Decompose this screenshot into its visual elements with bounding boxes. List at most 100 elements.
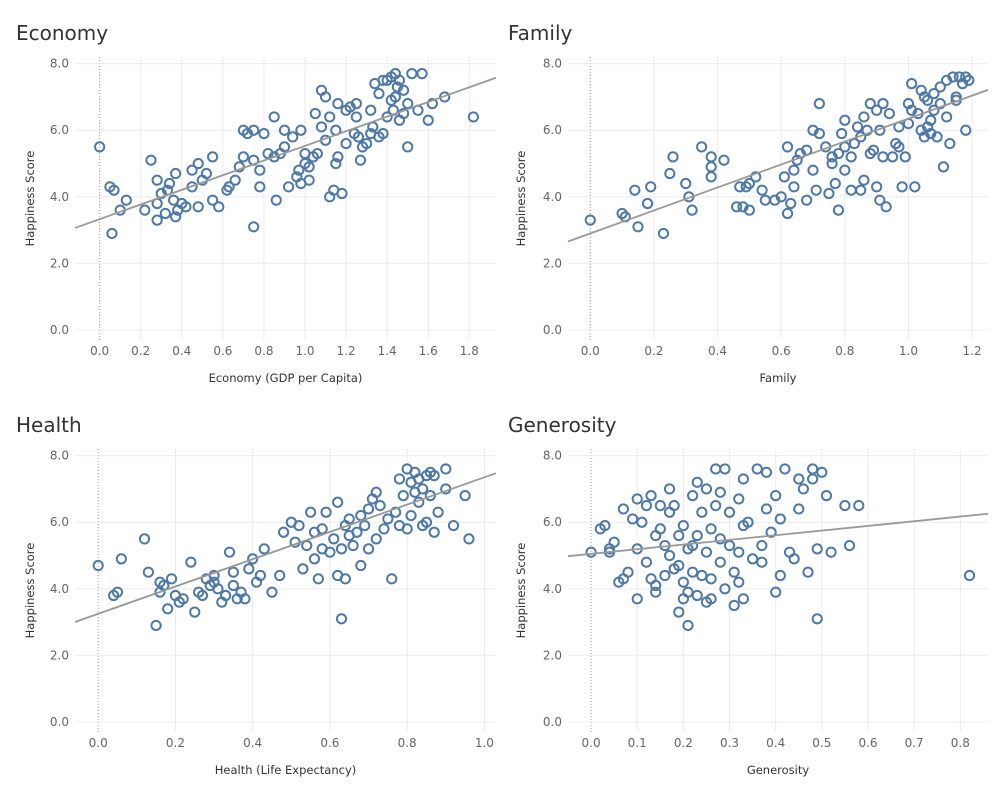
y-tick-label: 8.0 (50, 57, 69, 71)
data-point (677, 576, 689, 588)
data-point (351, 526, 363, 538)
data-point (277, 526, 290, 538)
data-point (641, 197, 654, 210)
data-point (320, 506, 332, 518)
data-point (861, 124, 873, 136)
data-point (826, 157, 838, 170)
x-tick-label: 0.7 (905, 736, 924, 750)
data-point (788, 181, 800, 193)
data-point (248, 124, 260, 136)
data-point (750, 171, 762, 183)
data-point (361, 137, 373, 150)
data-point (189, 606, 201, 618)
data-point (335, 613, 348, 625)
data-point (718, 154, 730, 166)
data-point (309, 108, 321, 120)
data-point (258, 543, 270, 555)
data-point (874, 194, 886, 206)
data-point (673, 529, 685, 542)
data-point (206, 151, 219, 163)
data-point (319, 91, 332, 103)
x-tick-label: 1.4 (378, 344, 397, 358)
data-point (785, 197, 797, 210)
y-axis-title: Happiness Score (23, 151, 37, 247)
data-point (663, 549, 676, 562)
data-point (871, 104, 883, 116)
x-tick-label: 0.3 (720, 736, 739, 750)
data-point (631, 493, 643, 505)
data-point (931, 131, 943, 143)
x-tick-label: 0.2 (644, 344, 663, 358)
data-point (710, 463, 722, 475)
data-point (386, 573, 398, 585)
data-point (877, 151, 889, 163)
data-point (186, 181, 198, 193)
data-point (312, 573, 324, 585)
x-tick-label: 0.8 (951, 736, 970, 750)
data-point (823, 187, 835, 200)
data-point (705, 171, 717, 183)
data-point (944, 137, 956, 150)
y-axis-title: Happiness Score (514, 151, 528, 247)
chart-panel-generosity: Generosity 0.0 0.1 0.2 0.3 0.4 0.5 0.6 0.7 0.8 0.0… (508, 413, 989, 777)
trend-line (74, 472, 497, 623)
y-tick-label: 8.0 (543, 449, 562, 463)
data-point (853, 500, 865, 512)
data-point (687, 490, 699, 502)
data-point (616, 207, 628, 220)
data-point (864, 98, 876, 110)
data-point (332, 496, 344, 508)
data-point (691, 476, 703, 488)
data-point (811, 543, 823, 555)
data-point (696, 506, 708, 518)
data-point (960, 71, 972, 83)
data-point (336, 187, 348, 200)
data-point (420, 516, 433, 528)
y-tick-label: 2.0 (50, 648, 69, 662)
y-tick-label: 6.0 (543, 123, 562, 137)
data-point (778, 171, 790, 183)
data-point (393, 74, 406, 86)
data-point (111, 586, 124, 598)
data-point (301, 539, 313, 552)
data-point (350, 111, 362, 123)
data-point (239, 593, 251, 605)
data-point (389, 91, 401, 103)
data-point (402, 141, 414, 153)
data-point (254, 181, 266, 193)
data-point (397, 108, 410, 120)
data-point (631, 593, 643, 605)
data-point (406, 68, 418, 80)
data-point (807, 164, 819, 176)
data-point (223, 181, 235, 193)
data-point (880, 201, 892, 213)
data-point (742, 516, 754, 528)
data-point (779, 463, 791, 475)
data-point (906, 78, 918, 90)
data-point (705, 523, 717, 535)
data-point (142, 566, 154, 578)
data-point (241, 127, 254, 140)
data-point (909, 181, 921, 193)
x-tick-label: 0.0 (90, 344, 109, 358)
data-point (316, 523, 328, 535)
data-point (877, 98, 889, 110)
data-point (463, 533, 475, 545)
data-point (315, 121, 328, 133)
data-point (192, 201, 204, 213)
x-tick-label: 0.6 (320, 736, 339, 750)
data-point (163, 177, 176, 190)
data-point (650, 579, 662, 592)
data-point (378, 523, 390, 535)
data-point (851, 121, 864, 133)
data-point (220, 589, 232, 602)
data-point (382, 513, 394, 525)
chart-panel-economy: Economy 0.0 0.2 0.4 0.6 0.8 1.0 1.2 1.4 1.6 1.8 0.0… (16, 21, 497, 385)
x-tick-label: 0.6 (772, 344, 791, 358)
data-point (774, 569, 786, 582)
data-point (696, 141, 708, 153)
data-point (832, 204, 845, 216)
data-point (747, 553, 759, 565)
data-point (788, 164, 800, 176)
data-point (864, 147, 876, 160)
